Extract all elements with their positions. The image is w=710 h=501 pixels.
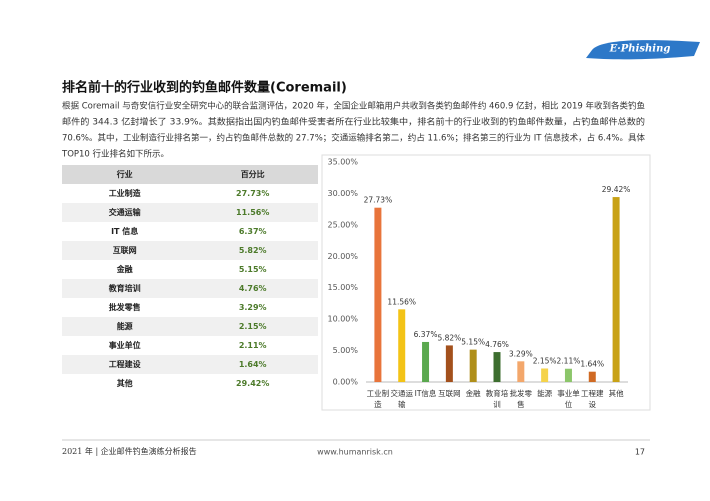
table-row: 金融 5.15% [62,260,318,279]
logo-brush [586,40,700,60]
footer-left: 2021 年 | 企业邮件钓鱼演练分析报告 [62,446,197,456]
page-number: 17 [635,448,645,457]
paragraph-line: 70.6%。其中，工业制造行业排名第一，约占钓鱼邮件总数的 27.7%；交通运输… [62,133,645,144]
table-cell: 2.11% [238,341,267,350]
heading: 排名前十的行业收到的钓鱼邮件数量(Coremail) [62,80,347,96]
table-row: 工程建设 1.64% [62,355,318,374]
x-tick-label: 互联网 [438,389,461,398]
header-cell: 行业 [62,165,188,184]
x-tick-label: 其他 [609,388,624,398]
x-tick-label: 教育培训 [486,388,509,409]
y-tick-label: 20.00% [327,252,358,261]
table-row: 事业单位 2.11% [62,336,318,355]
table-cell: 教育培训 [62,279,188,298]
table-row: 交通运输 11.56% [62,203,318,222]
paragraph-line: 邮件的 344.3 亿封增长了 33.9%。其数据指出国内钓鱼邮件受害者所在行业… [62,117,645,128]
table-cell: 5.15% [238,265,267,274]
bar [564,368,572,382]
table-cell: 工程建设 [62,355,188,374]
y-tick-label: 30.00% [327,189,358,198]
data-label: 5.82% [437,333,461,342]
data-label: 4.76% [485,340,509,349]
paragraph-line: 根据 Coremail 与奇安信行业安全研究中心的联合监测评估，2020 年，全… [62,101,645,112]
table-row: 工业制造 27.73% [62,184,318,203]
bar [422,341,430,382]
table-cell: 金融 [116,265,133,274]
table-cell: 事业单位 [108,341,141,350]
bar [493,352,501,382]
data-label: 3.29% [509,349,533,358]
bar [445,345,453,382]
bar [517,361,525,382]
x-tick-label: 事业单位 [557,388,580,409]
table-cell: 工业制造 [108,189,141,198]
x-tick-label: 工程建设 [581,388,604,409]
bar [398,309,406,382]
table-cell: 1.64% [187,355,318,374]
data-label: 1.64% [580,360,604,369]
table-cell: 3.29% [238,303,267,312]
table-cell: 11.56% [187,203,318,222]
table-cell: 交通运输 [62,203,188,222]
y-tick-label: 5.00% [333,346,359,355]
y-tick-label: 15.00% [327,283,358,292]
bar [612,197,620,382]
bar [469,349,477,382]
table-row: 互联网 5.82% [62,241,318,260]
data-label: 27.73% [364,196,393,205]
table-cell: 29.42% [236,379,270,388]
table-cell: 2.15% [187,317,318,336]
paragraph-line: TOP10 行业排名如下所示。 [61,149,169,160]
table-row: 其他 29.42% [62,374,318,393]
table-cell: 27.73% [236,189,270,198]
data-label: 2.15% [533,356,557,365]
y-tick-label: 35.00% [327,158,358,167]
x-tick-label: 能源 [537,388,552,398]
table-cell: 其他 [116,379,133,388]
x-tick-label: 交通运输 [390,388,413,409]
table: 行业 百分比 工业制造 27.73% 交通运输 11.56% IT 信息 6.37% 互联网 5.… [62,165,318,393]
table-cell: 互联网 [62,241,188,260]
x-tick-label: IT信息 [415,388,437,398]
bar [374,207,382,382]
x-tick-label: 金融 [466,388,481,398]
header-cell: 百分比 [187,165,318,184]
x-tick-label: 工业制造 [367,388,390,409]
table-cell: 4.76% [187,279,318,298]
table-cell: IT 信息 [111,227,139,236]
data-label: 2.11% [557,357,581,366]
data-label: 5.15% [461,338,485,347]
bar [588,371,596,382]
y-tick-label: 25.00% [327,220,358,229]
table-cell: 6.37% [238,227,267,236]
table-row: 能源 2.15% [62,317,318,336]
data-label: 11.56% [387,297,416,306]
data-label: 29.42% [602,185,631,194]
table-row: IT 信息 6.37% [62,222,318,241]
table-cell: 批发零售 [108,303,141,312]
table-row: 批发零售 3.29% [62,298,318,317]
data-label: 6.37% [414,330,438,339]
logo: E·Phishing [609,44,671,55]
table-header: 行业 百分比 [62,165,318,184]
footer-center: www.humanrisk.cn [317,448,393,457]
table-cell: 能源 [62,317,188,336]
bar [541,368,549,382]
table-cell: 5.82% [187,241,318,260]
y-tick-label: 10.00% [327,315,358,324]
chart-frame [321,154,651,411]
y-tick-label: 0.00% [333,378,359,387]
x-tick-label: 批发零售 [510,388,533,409]
table-row: 教育培训 4.76% [62,279,318,298]
